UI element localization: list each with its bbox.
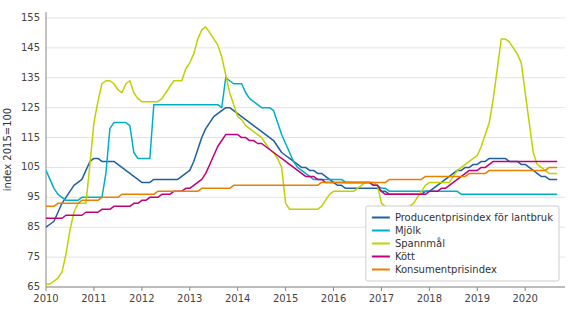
series-line bbox=[46, 167, 557, 206]
x-tick-label: 2012 bbox=[129, 293, 154, 304]
chart-container: 65 75 85 95 105 115 125 135 145 155 2010 2011 2012 20… bbox=[0, 0, 577, 311]
grid-line bbox=[46, 107, 565, 108]
y-tick-label: 115 bbox=[21, 132, 40, 143]
legend-label: Konsumentprisindex bbox=[395, 264, 497, 275]
series-line bbox=[46, 78, 557, 201]
x-tick bbox=[285, 287, 286, 291]
x-tick bbox=[237, 287, 238, 291]
legend-label: Mjölk bbox=[395, 225, 421, 236]
background bbox=[0, 0, 577, 311]
x-tick-label: 2017 bbox=[369, 293, 394, 304]
x-tick bbox=[525, 287, 526, 291]
y-axis-line bbox=[46, 12, 47, 287]
x-tick-label: 2020 bbox=[512, 293, 537, 304]
x-tick bbox=[93, 287, 94, 291]
legend-label: Spannmål bbox=[395, 237, 445, 249]
x-tick-label: 2016 bbox=[321, 293, 346, 304]
y-tick-label: 85 bbox=[27, 221, 40, 232]
legend-swatch bbox=[372, 243, 390, 245]
legend: Producentprisindex för lantbruk MjölkSpan… bbox=[366, 206, 559, 281]
grid-line bbox=[46, 197, 565, 198]
y-tick-label: 145 bbox=[21, 42, 40, 53]
y-tick-label: 75 bbox=[27, 251, 40, 262]
x-tick-label: 2010 bbox=[33, 293, 58, 304]
x-tick-label: 2011 bbox=[81, 293, 106, 304]
x-tick-label: 2018 bbox=[417, 293, 442, 304]
y-tick-label: 95 bbox=[27, 191, 40, 202]
x-tick-label: 2019 bbox=[465, 293, 490, 304]
legend-item: Producentprisindex för lantbruk bbox=[372, 212, 553, 223]
legend-label: Producentprisindex för lantbruk bbox=[395, 212, 553, 223]
x-tick bbox=[189, 287, 190, 291]
y-tick-label: 125 bbox=[21, 102, 40, 113]
legend-item: Spannmål bbox=[372, 237, 445, 249]
legend-swatch bbox=[372, 269, 390, 271]
y-tick-label: 135 bbox=[21, 72, 40, 83]
x-tick-label: 2014 bbox=[225, 293, 250, 304]
legend-item: Konsumentprisindex bbox=[372, 264, 497, 275]
legend-box bbox=[366, 206, 559, 281]
y-tick-label: 65 bbox=[27, 281, 40, 292]
y-tick-label: 105 bbox=[21, 161, 40, 172]
x-tick bbox=[46, 287, 47, 291]
grid bbox=[46, 18, 565, 287]
legend-label: Kött bbox=[395, 251, 415, 262]
y-axis-label: index 2015=100 bbox=[2, 108, 13, 191]
legend-item: Mjölk bbox=[372, 225, 421, 236]
x-tick bbox=[333, 287, 334, 291]
x-tick-label: 2015 bbox=[273, 293, 298, 304]
grid-line bbox=[46, 77, 565, 78]
grid-line bbox=[46, 17, 565, 18]
x-tick-label: 2013 bbox=[177, 293, 202, 304]
grid-line bbox=[46, 287, 565, 288]
y-tick-label: 155 bbox=[21, 12, 40, 23]
x-axis-line bbox=[46, 287, 565, 288]
legend-swatch bbox=[372, 217, 390, 219]
x-tick bbox=[429, 287, 430, 291]
grid-line bbox=[46, 137, 565, 138]
x-tick bbox=[141, 287, 142, 291]
legend-swatch bbox=[372, 256, 390, 258]
chart-svg: 65 75 85 95 105 115 125 135 145 155 2010 2011 2012 20… bbox=[0, 0, 577, 311]
x-tick bbox=[477, 287, 478, 291]
grid-line bbox=[46, 47, 565, 48]
legend-swatch bbox=[372, 230, 390, 232]
axes: 65 75 85 95 105 115 125 135 145 155 2010 2011 2012 20… bbox=[21, 12, 565, 304]
legend-item: Kött bbox=[372, 251, 415, 262]
x-tick bbox=[381, 287, 382, 291]
